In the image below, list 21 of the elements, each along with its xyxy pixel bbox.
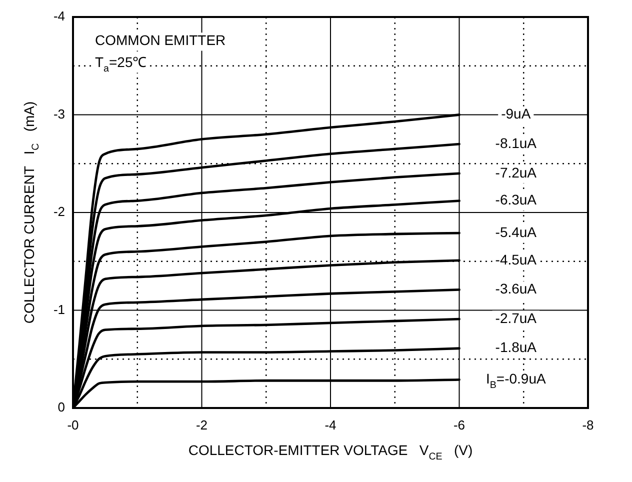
y-tick-label: -4 [53,8,65,24]
x-tick-label: -6 [453,417,466,432]
y-tick-label: -1 [53,302,65,317]
x-tick-label: -8 [582,417,594,432]
y-axis-title: COLLECTOR CURRENT IC (mA) [20,101,42,324]
annotation: COMMON EMITTER [95,32,226,48]
x-tick-label: -0 [67,417,79,432]
text: -8.1uA [495,134,538,151]
text: -4.5uA [495,251,538,268]
y-tick-label: -3 [53,106,65,122]
text: -3.6uA [495,280,538,297]
text: -5.4uA [495,224,538,240]
text: -9uA [501,106,532,122]
x-tick-label: -2 [196,417,208,432]
text: -6.3uA [495,192,538,208]
y-tick-label: 0 [58,400,65,415]
text: -1.8uA [495,339,538,356]
y-tick-label: -2 [53,204,65,220]
text: -2.7uA [495,310,538,326]
x-tick-label: -4 [324,417,336,432]
text: -7.2uA [495,164,538,180]
